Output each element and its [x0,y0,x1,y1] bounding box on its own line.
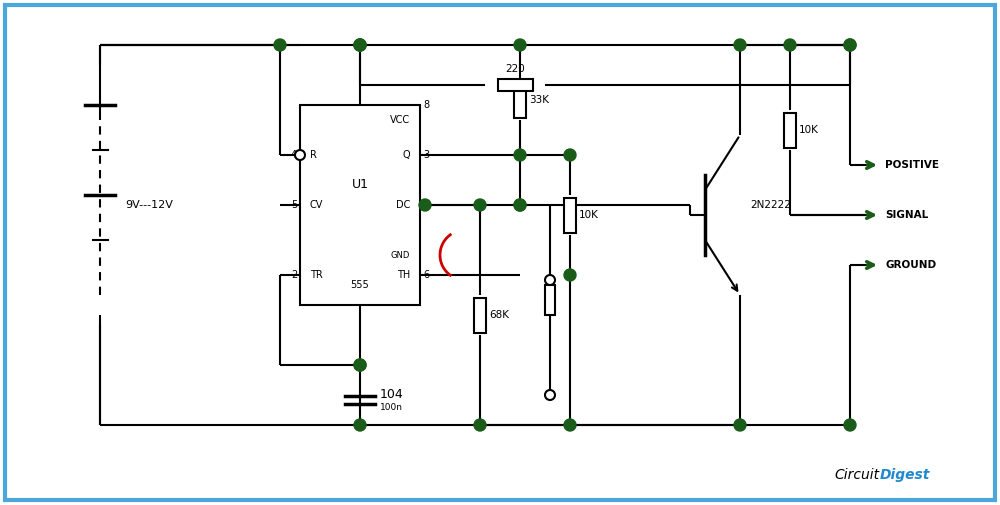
Circle shape [354,359,366,371]
Bar [474,297,486,332]
Bar [784,113,796,147]
Text: R: R [310,150,317,160]
Circle shape [474,419,486,431]
Circle shape [514,199,526,211]
Bar [300,105,420,305]
Circle shape [545,390,555,400]
Bar [545,285,555,315]
Text: CV: CV [310,200,323,210]
Circle shape [274,39,286,51]
Text: Digest: Digest [880,468,930,482]
Text: U1: U1 [352,178,368,191]
Text: 8: 8 [423,100,429,110]
Circle shape [354,359,366,371]
Text: 6: 6 [423,270,429,280]
Circle shape [514,199,526,211]
Bar [564,197,576,232]
Text: 33K: 33K [529,95,549,105]
Text: 9V---12V: 9V---12V [125,200,173,210]
Circle shape [354,39,366,51]
Circle shape [564,419,576,431]
Text: 100n: 100n [380,403,403,413]
Text: GROUND: GROUND [885,260,936,270]
Circle shape [295,150,305,160]
Text: 7: 7 [423,200,429,210]
Text: 555: 555 [351,280,369,290]
Circle shape [514,149,526,161]
Text: 104: 104 [380,388,404,401]
Text: 2N2222: 2N2222 [750,200,791,210]
Text: 220: 220 [505,64,525,74]
Text: 68K: 68K [489,310,509,320]
Circle shape [564,149,576,161]
Circle shape [844,419,856,431]
Text: 10K: 10K [799,125,819,135]
Text: Circuit: Circuit [835,468,880,482]
Circle shape [514,39,526,51]
Circle shape [419,199,431,211]
Text: VCC: VCC [390,115,410,125]
Circle shape [564,269,576,281]
Text: DC: DC [396,200,410,210]
Text: TR: TR [310,270,323,280]
Text: 10K: 10K [579,210,599,220]
Bar [498,79,532,91]
Circle shape [354,39,366,51]
Text: GND: GND [391,250,410,260]
Circle shape [474,199,486,211]
Text: 3: 3 [423,150,429,160]
Circle shape [734,39,746,51]
Circle shape [354,39,366,51]
Text: 2: 2 [291,270,297,280]
Circle shape [734,419,746,431]
Circle shape [844,39,856,51]
Circle shape [354,419,366,431]
Text: Q: Q [402,150,410,160]
Text: 5: 5 [291,200,297,210]
Circle shape [784,39,796,51]
Bar [514,82,526,118]
Text: 4: 4 [291,150,297,160]
Text: TH: TH [397,270,410,280]
Text: POSITIVE: POSITIVE [885,160,939,170]
Text: SIGNAL: SIGNAL [885,210,928,220]
Circle shape [844,39,856,51]
Circle shape [545,275,555,285]
